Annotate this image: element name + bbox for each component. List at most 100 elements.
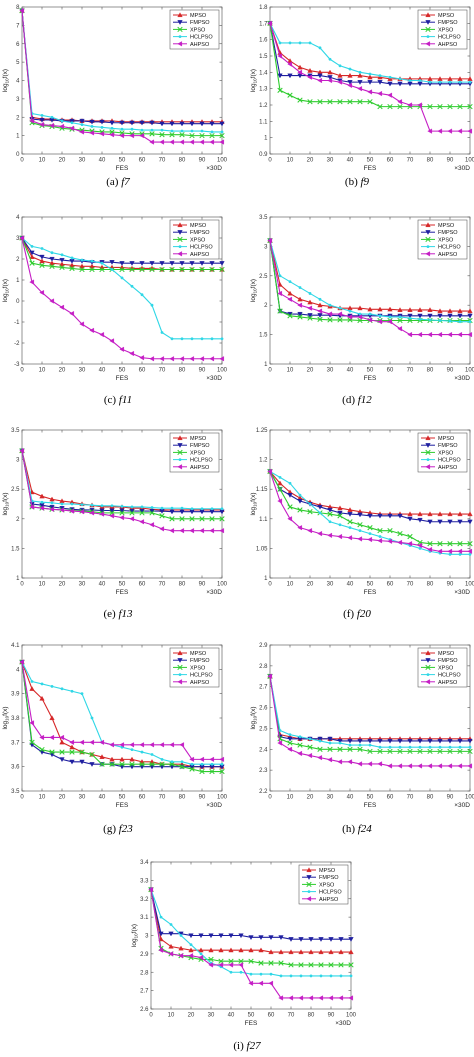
data-point-ahpso: [267, 20, 273, 26]
data-point-ahpso: [427, 546, 433, 553]
legend-marker-fmpso: [177, 20, 183, 25]
data-point-ahpso: [189, 356, 195, 362]
data-point-ahpso: [49, 298, 55, 304]
data-point-ahpso: [169, 742, 175, 748]
data-point-hclpso: [328, 520, 332, 524]
x-tick-label: 40: [347, 795, 354, 801]
y-tick-label: 3.6: [11, 765, 20, 771]
legend-label-xpso: XPSO: [438, 237, 454, 243]
data-point-ahpso: [209, 356, 215, 362]
data-point-ahpso: [89, 130, 95, 136]
y-tick-label: 2: [16, 115, 20, 121]
x-tick-label: 60: [387, 368, 394, 374]
data-point-ahpso: [159, 742, 165, 748]
data-point-mpso: [387, 306, 393, 312]
y-tick-label: 4: [16, 79, 20, 85]
data-point-mpso: [129, 756, 135, 762]
data-point-hclpso: [200, 129, 204, 133]
data-point-hclpso: [298, 493, 302, 497]
data-point-ahpso: [427, 331, 433, 338]
data-point-hclpso: [338, 306, 342, 310]
data-point-ahpso: [79, 509, 85, 515]
data-point-fmpso: [69, 118, 75, 124]
data-point-mpso: [447, 308, 453, 314]
data-point-fmpso: [287, 736, 293, 742]
data-point-xpso: [288, 962, 294, 968]
data-point-hclpso: [170, 760, 174, 764]
y-tick-label: 3.8: [11, 716, 20, 722]
data-point-fmpso: [308, 937, 314, 942]
data-point-ahpso: [19, 659, 25, 665]
y-tick-label: 3.5: [259, 215, 268, 221]
y-tick-label: 3.4: [140, 860, 149, 866]
data-point-fmpso: [407, 516, 413, 522]
data-point-xpso: [149, 510, 155, 516]
legend-marker-hclpso: [307, 890, 311, 893]
data-point-mpso: [347, 507, 353, 512]
data-point-ahpso: [179, 742, 185, 748]
legend-marker-ahpso: [306, 896, 312, 902]
legend-marker-mpso: [425, 650, 431, 656]
data-point-ahpso: [179, 528, 185, 534]
data-point-fmpso: [348, 937, 354, 942]
data-point-xpso: [277, 486, 283, 492]
y-tick-label: 1.5: [11, 546, 20, 552]
data-point-xpso: [199, 768, 205, 775]
data-point-xpso: [327, 99, 333, 105]
data-point-ahpso: [437, 128, 443, 134]
data-point-xpso: [467, 541, 473, 547]
data-point-ahpso: [248, 980, 254, 986]
data-point-hclpso: [278, 475, 282, 479]
data-point-ahpso: [59, 734, 65, 741]
data-point-ahpso: [189, 756, 195, 763]
legend-marker-mpso: [177, 435, 183, 441]
x-tick-label: 30: [327, 368, 334, 374]
data-point-mpso: [437, 511, 443, 517]
data-point-xpso: [317, 316, 323, 322]
data-point-mpso: [198, 947, 204, 953]
y-tick-label: 3.3: [140, 878, 149, 884]
data-point-hclpso: [159, 915, 163, 919]
data-point-xpso: [457, 541, 463, 547]
data-point-xpso: [69, 749, 75, 755]
data-point-fmpso: [317, 313, 323, 318]
data-point-hclpso: [388, 745, 392, 749]
y-tick-label: 1: [16, 278, 20, 284]
data-point-xpso: [367, 748, 373, 755]
legend-marker-mpso: [306, 867, 312, 873]
series-fmpso: [19, 235, 225, 266]
x-tick-label: 20: [307, 582, 314, 588]
data-point-hclpso: [229, 970, 233, 974]
data-point-ahpso: [437, 331, 443, 338]
data-point-ahpso: [367, 89, 373, 95]
data-point-hclpso: [100, 261, 104, 265]
data-point-mpso: [397, 307, 403, 312]
x-tick-label: 80: [179, 582, 186, 588]
data-point-mpso: [89, 263, 95, 269]
x-tick-label: 30: [79, 795, 86, 801]
legend-marker-xpso: [425, 449, 431, 456]
y-tick-label: 1.5: [259, 54, 268, 60]
data-point-hclpso: [468, 745, 472, 749]
legend-label-fmpso: FMPSO: [190, 20, 210, 26]
data-point-xpso: [327, 746, 333, 752]
data-point-mpso: [427, 307, 433, 312]
data-point-fmpso: [119, 508, 125, 514]
x-tick-label: 30: [79, 582, 86, 588]
y-tick-label: 3.5: [11, 789, 20, 795]
legend-marker-fmpso: [425, 658, 431, 663]
data-point-xpso: [357, 522, 363, 528]
data-point-ahpso: [417, 331, 423, 338]
y-tick-label: 2.3: [259, 768, 268, 774]
data-point-xpso: [179, 132, 185, 138]
y-tick-label: 2: [16, 517, 20, 523]
data-point-ahpso: [39, 505, 45, 511]
data-point-hclpso: [40, 500, 44, 504]
data-point-hclpso: [110, 126, 114, 130]
data-point-fmpso: [179, 121, 185, 127]
data-point-ahpso: [39, 121, 45, 128]
legend-label-xpso: XPSO: [438, 27, 454, 33]
data-point-ahpso: [327, 757, 333, 763]
data-point-fmpso: [109, 120, 115, 126]
data-point-hclpso: [328, 741, 332, 745]
